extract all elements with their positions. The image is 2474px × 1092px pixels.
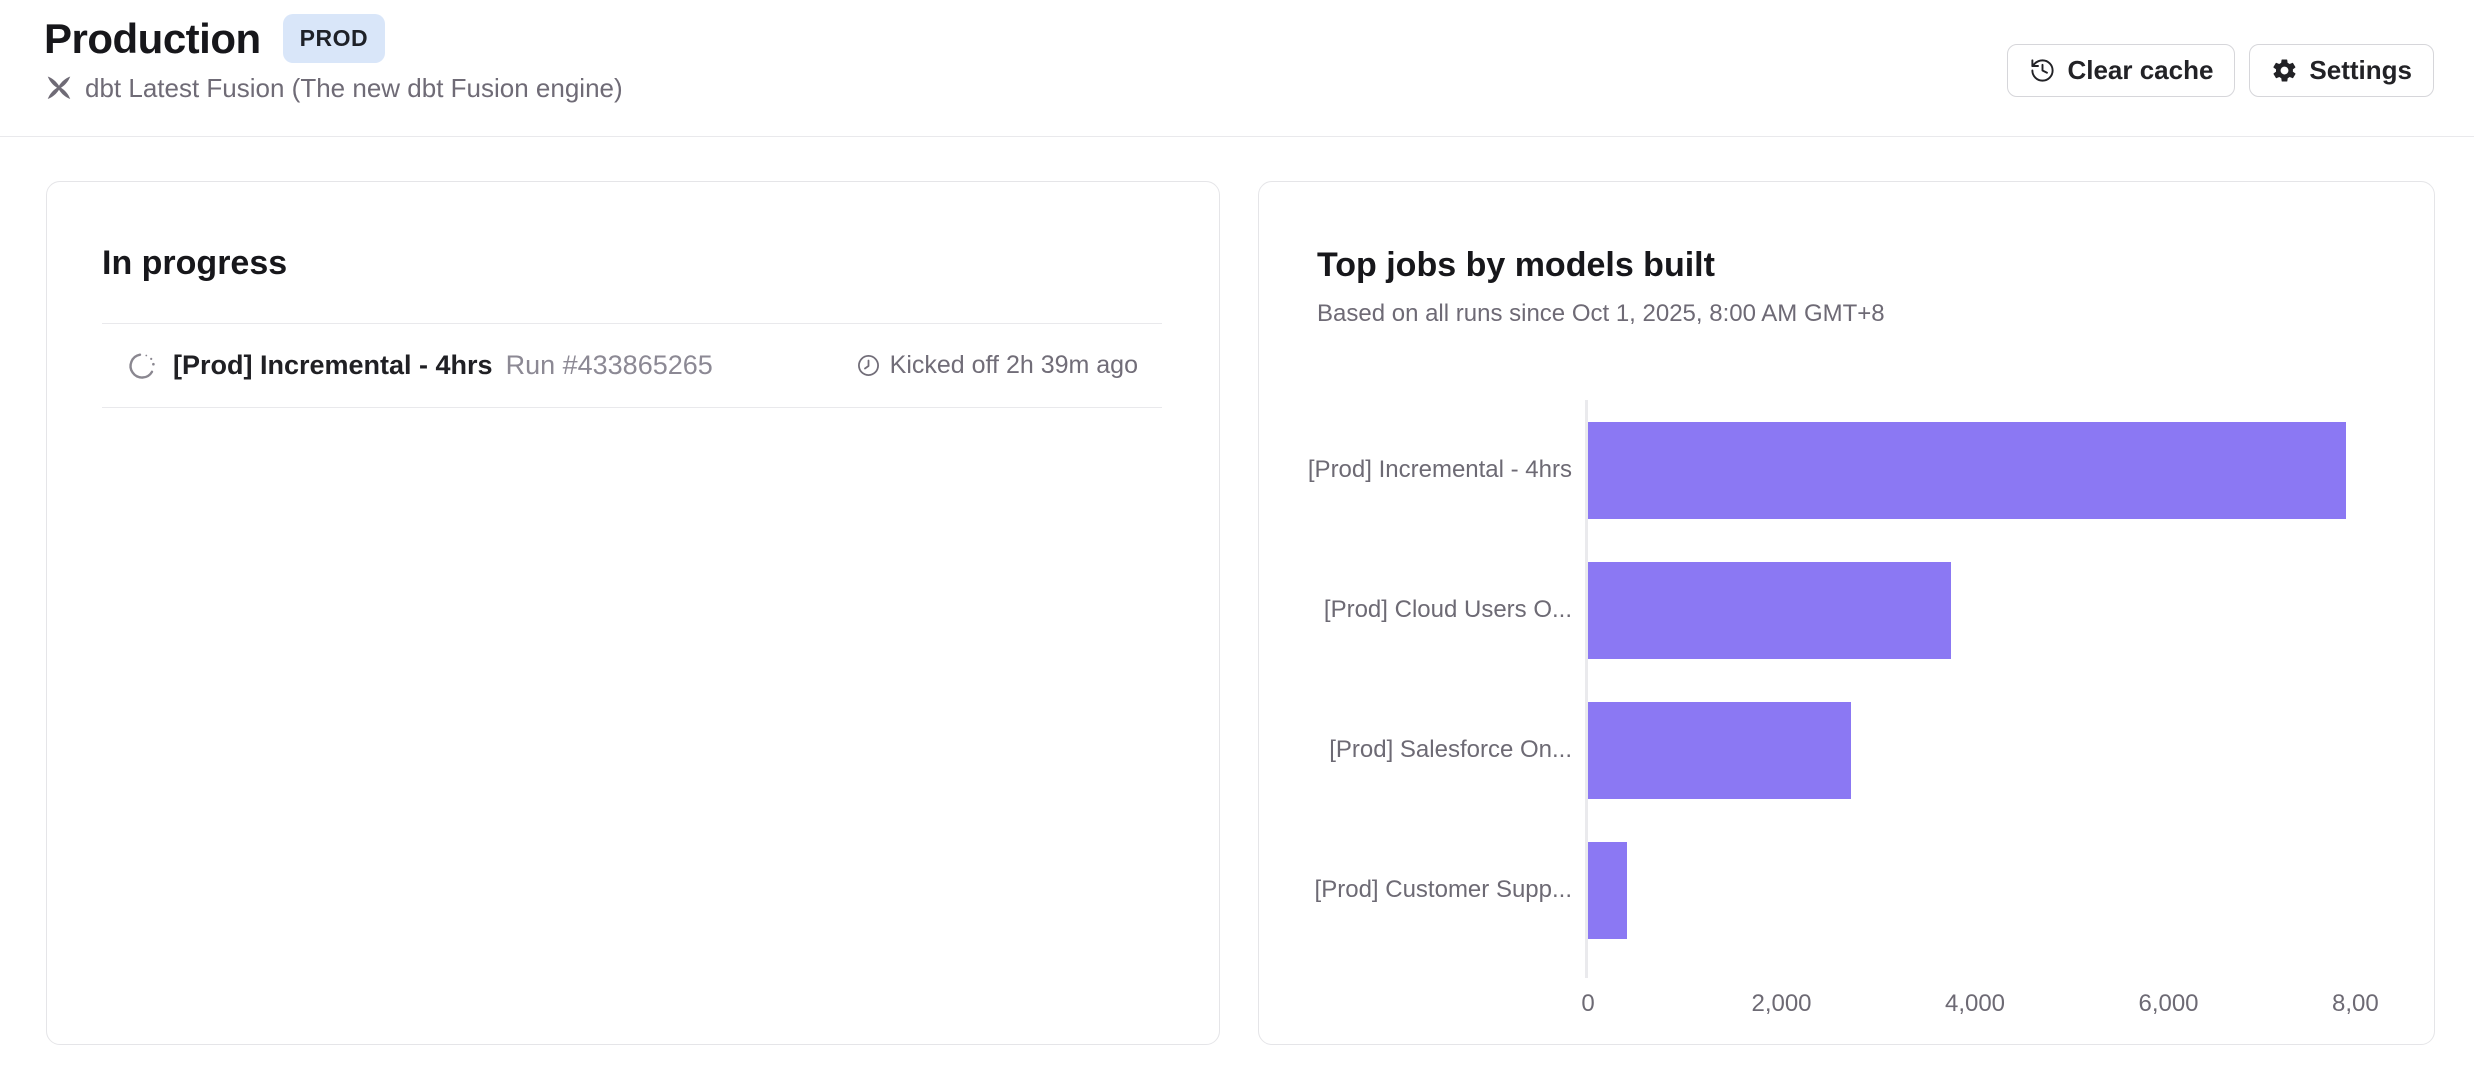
settings-label: Settings (2309, 55, 2412, 85)
in-progress-heading: In progress (102, 244, 288, 282)
run-kicked-off: Kicked off 2h 39m ago (856, 351, 1138, 380)
clear-cache-label: Clear cache (2067, 55, 2214, 85)
kicked-off-label: Kicked off 2h 39m ago (889, 351, 1138, 379)
dbt-fusion-logo-icon (44, 74, 74, 104)
run-number-link[interactable]: Run #433865265 (505, 350, 713, 380)
chart-x-axis: 0 2,000 4,000 6,000 8,000 (1564, 990, 2379, 1030)
chart-category-label: [Prod] Incremental - 4hrs (1307, 456, 1572, 483)
chart-plot-area: 0 2,000 4,000 6,000 8,000 (1581, 400, 2382, 1030)
chart-bar[interactable] (1588, 701, 1851, 799)
environment-badge: PROD (282, 14, 386, 63)
engine-subtitle-row: dbt Latest Fusion (The new dbt Fusion en… (44, 73, 2434, 104)
chart-bar[interactable] (1588, 561, 1951, 659)
history-icon (2029, 57, 2056, 84)
chart-bar-row (1588, 400, 2382, 540)
chart-plot (1585, 400, 2382, 960)
chart-category-label: [Prod] Customer Supp... (1314, 876, 1572, 903)
dashboard-cards: In progress [Prod] Incremental - 4hrs Ru… (46, 181, 2435, 1045)
settings-button[interactable]: Settings (2249, 44, 2434, 97)
chart-category-label: [Prod] Salesforce On... (1329, 736, 1572, 763)
chart-bar[interactable] (1588, 421, 2346, 519)
in-progress-run-row[interactable]: [Prod] Incremental - 4hrs Run #433865265… (102, 323, 1162, 408)
chart-x-tick: 8,000 (2331, 990, 2379, 1017)
chart-x-tick: 6,000 (2138, 990, 2199, 1017)
clock-icon (856, 353, 881, 378)
chart-bar-row (1588, 680, 2382, 820)
engine-subtitle: dbt Latest Fusion (The new dbt Fusion en… (85, 73, 623, 103)
chart-bar-row (1588, 540, 2382, 680)
run-job-name[interactable]: [Prod] Incremental - 4hrs (173, 350, 493, 380)
chart-x-tick: 2,000 (1751, 990, 1812, 1017)
clear-cache-button[interactable]: Clear cache (2007, 44, 2236, 97)
header-actions: Clear cache Settings (2007, 44, 2434, 97)
chart-bar[interactable] (1588, 841, 1627, 939)
title-row: Production PROD (44, 14, 2434, 63)
chart-bar-row (1588, 820, 2382, 960)
chart-axis-tick (1585, 960, 1588, 978)
top-jobs-subtitle: Based on all runs since Oct 1, 2025, 8:0… (1317, 300, 1885, 327)
spinner-icon (126, 350, 158, 382)
top-jobs-card: Top jobs by models built Based on all ru… (1258, 181, 2435, 1045)
chart-y-labels: [Prod] Incremental - 4hrs [Prod] Cloud Us… (1307, 400, 1585, 1030)
top-jobs-bar-chart: [Prod] Incremental - 4hrs [Prod] Cloud Us… (1307, 400, 2434, 1030)
chart-x-tick: 0 (1581, 990, 1595, 1017)
top-jobs-title: Top jobs by models built (1317, 246, 1715, 284)
page-title: Production (44, 14, 261, 62)
page-header: Production PROD dbt Latest Fusion (The n… (0, 0, 2474, 137)
in-progress-card: In progress [Prod] Incremental - 4hrs Ru… (46, 181, 1220, 1045)
gear-icon (2271, 57, 2298, 84)
chart-x-tick: 4,000 (1944, 990, 2006, 1017)
chart-category-label: [Prod] Cloud Users O... (1323, 596, 1572, 623)
